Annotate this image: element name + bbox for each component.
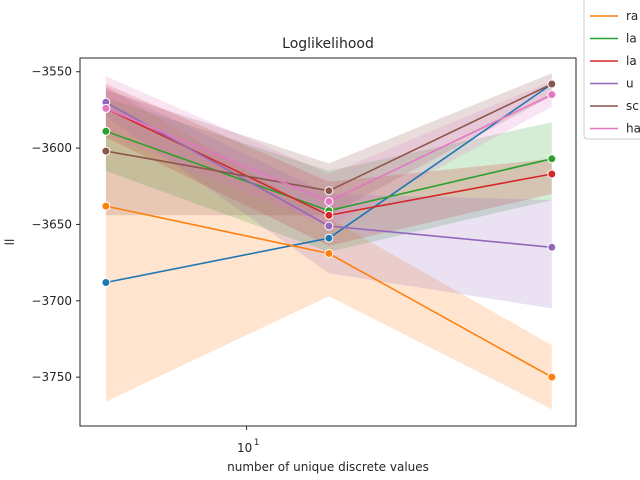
series-1-point-0: [101, 201, 111, 211]
plot-frame: [79, 57, 577, 427]
legend-label: u: [626, 77, 634, 91]
x-tick-exponent: 1: [254, 438, 260, 448]
series-5-point-1: [324, 186, 334, 196]
series-1-point-1: [324, 249, 334, 258]
legend-label: la: [626, 54, 637, 68]
y-axis-label: ll: [3, 239, 17, 246]
legend: ra la la u sc ha: [583, 0, 640, 140]
series-5-point-2: [547, 79, 557, 89]
series-2-point-2: [547, 154, 557, 164]
series-3-band: [105, 84, 552, 246]
chart-title: Loglikelihood: [282, 36, 374, 52]
series-4-point-1: [324, 221, 334, 231]
y-tick-label: −3750: [31, 370, 72, 384]
series-5-band: [105, 73, 552, 216]
series-3-point-2: [547, 169, 557, 179]
series-6-point-1: [324, 197, 334, 206]
series-6-point-2: [547, 90, 557, 100]
legend-label: sc: [626, 99, 639, 113]
series-2-point-0: [101, 126, 111, 136]
series-0-point-1: [324, 233, 334, 243]
legend-label: ha: [626, 122, 640, 136]
series-6-point-0: [101, 103, 111, 113]
series-1-band: [105, 87, 552, 410]
series-5-point-0: [101, 146, 111, 156]
legend-label: ra: [626, 9, 638, 23]
legend-frame: [583, 0, 640, 140]
x-tick-label: 10: [237, 441, 252, 455]
y-tick-label: −3650: [31, 217, 72, 231]
x-axis-label: number of unique discrete values: [227, 460, 429, 474]
y-tick-label: −3600: [31, 141, 72, 155]
series-3-point-1: [324, 210, 334, 220]
series-2-band: [105, 97, 552, 252]
series-1-point-2: [547, 372, 557, 382]
series-4-point-2: [547, 242, 557, 252]
y-tick-label: −3550: [31, 65, 72, 79]
legend-label: la: [626, 32, 637, 46]
y-tick-label: −3700: [31, 294, 72, 308]
series-0-point-0: [101, 278, 111, 287]
